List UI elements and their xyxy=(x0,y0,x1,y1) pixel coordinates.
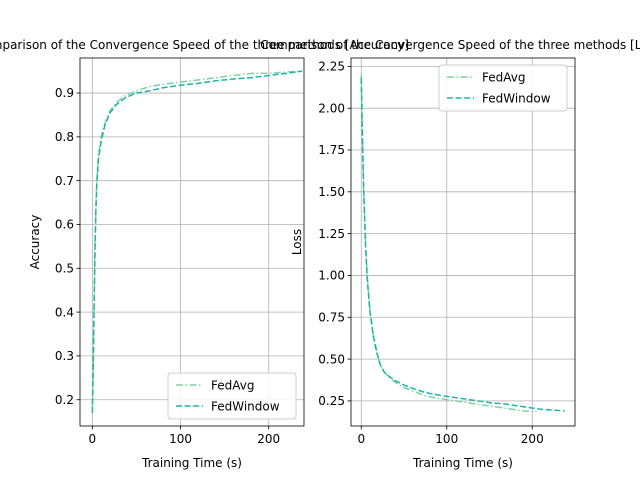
accuracy-chart: 0 100 200 0.2 0.3 0.4 0.5 0.6 0.7 0.8 0.9 Training … xyxy=(0,38,409,470)
y-tick-label: 0.5 xyxy=(55,261,74,275)
legend-label: FedAvg xyxy=(211,379,254,393)
legend-label: FedWindow xyxy=(211,400,280,414)
x-axis-label: Training Time (s) xyxy=(141,456,242,470)
y-tick-label: 0.8 xyxy=(55,130,74,144)
chart-title: Comparison of the Convergence Speed of t… xyxy=(260,38,640,52)
y-tick-label: 1.50 xyxy=(318,185,345,199)
legend-label: FedAvg xyxy=(482,71,525,85)
y-tick-label: 0.50 xyxy=(318,352,345,366)
x-tick-label: 0 xyxy=(357,432,365,446)
x-tick-label: 0 xyxy=(89,432,97,446)
series-line-fedwindow xyxy=(360,78,565,412)
y-tick-label: 0.7 xyxy=(55,174,74,188)
y-tick-label: 2.25 xyxy=(318,60,345,74)
y-tick-label: 1.75 xyxy=(318,143,345,157)
series-line-fedavg xyxy=(91,70,300,409)
y-tick-label: 0.25 xyxy=(318,394,345,408)
series-line-fedwindow xyxy=(91,70,303,413)
x-tick-label: 200 xyxy=(521,432,544,446)
axes-frame xyxy=(79,57,305,427)
y-tick-label: 0.75 xyxy=(318,310,345,324)
axes-frame xyxy=(350,57,576,427)
y-tick-label: 0.4 xyxy=(55,305,74,319)
x-axis-label: Training Time (s) xyxy=(412,456,513,470)
legend: FedAvg FedWindow xyxy=(438,64,568,112)
y-tick-label: 0.3 xyxy=(55,349,74,363)
legend: FedAvg FedWindow xyxy=(167,372,297,420)
x-tick-label: 100 xyxy=(435,432,458,446)
chart-title: Comparison of the Convergence Speed of t… xyxy=(0,38,409,52)
y-tick-label: 0.2 xyxy=(55,393,74,407)
x-tick-label: 100 xyxy=(169,432,192,446)
loss-chart: 0 100 200 0.25 0.50 0.75 1.00 1.25 1.50 1.75 2.00 2… xyxy=(260,38,640,470)
y-axis-label: Accuracy xyxy=(28,215,42,270)
x-tick-label: 200 xyxy=(257,432,280,446)
y-tick-label: 1.25 xyxy=(318,227,345,241)
legend-label: FedWindow xyxy=(482,92,551,106)
y-tick-label: 2.00 xyxy=(318,101,345,115)
y-tick-label: 0.6 xyxy=(55,218,74,232)
y-axis-label: Loss xyxy=(290,229,304,255)
y-tick-label: 0.9 xyxy=(55,86,74,100)
y-tick-label: 1.00 xyxy=(318,269,345,283)
